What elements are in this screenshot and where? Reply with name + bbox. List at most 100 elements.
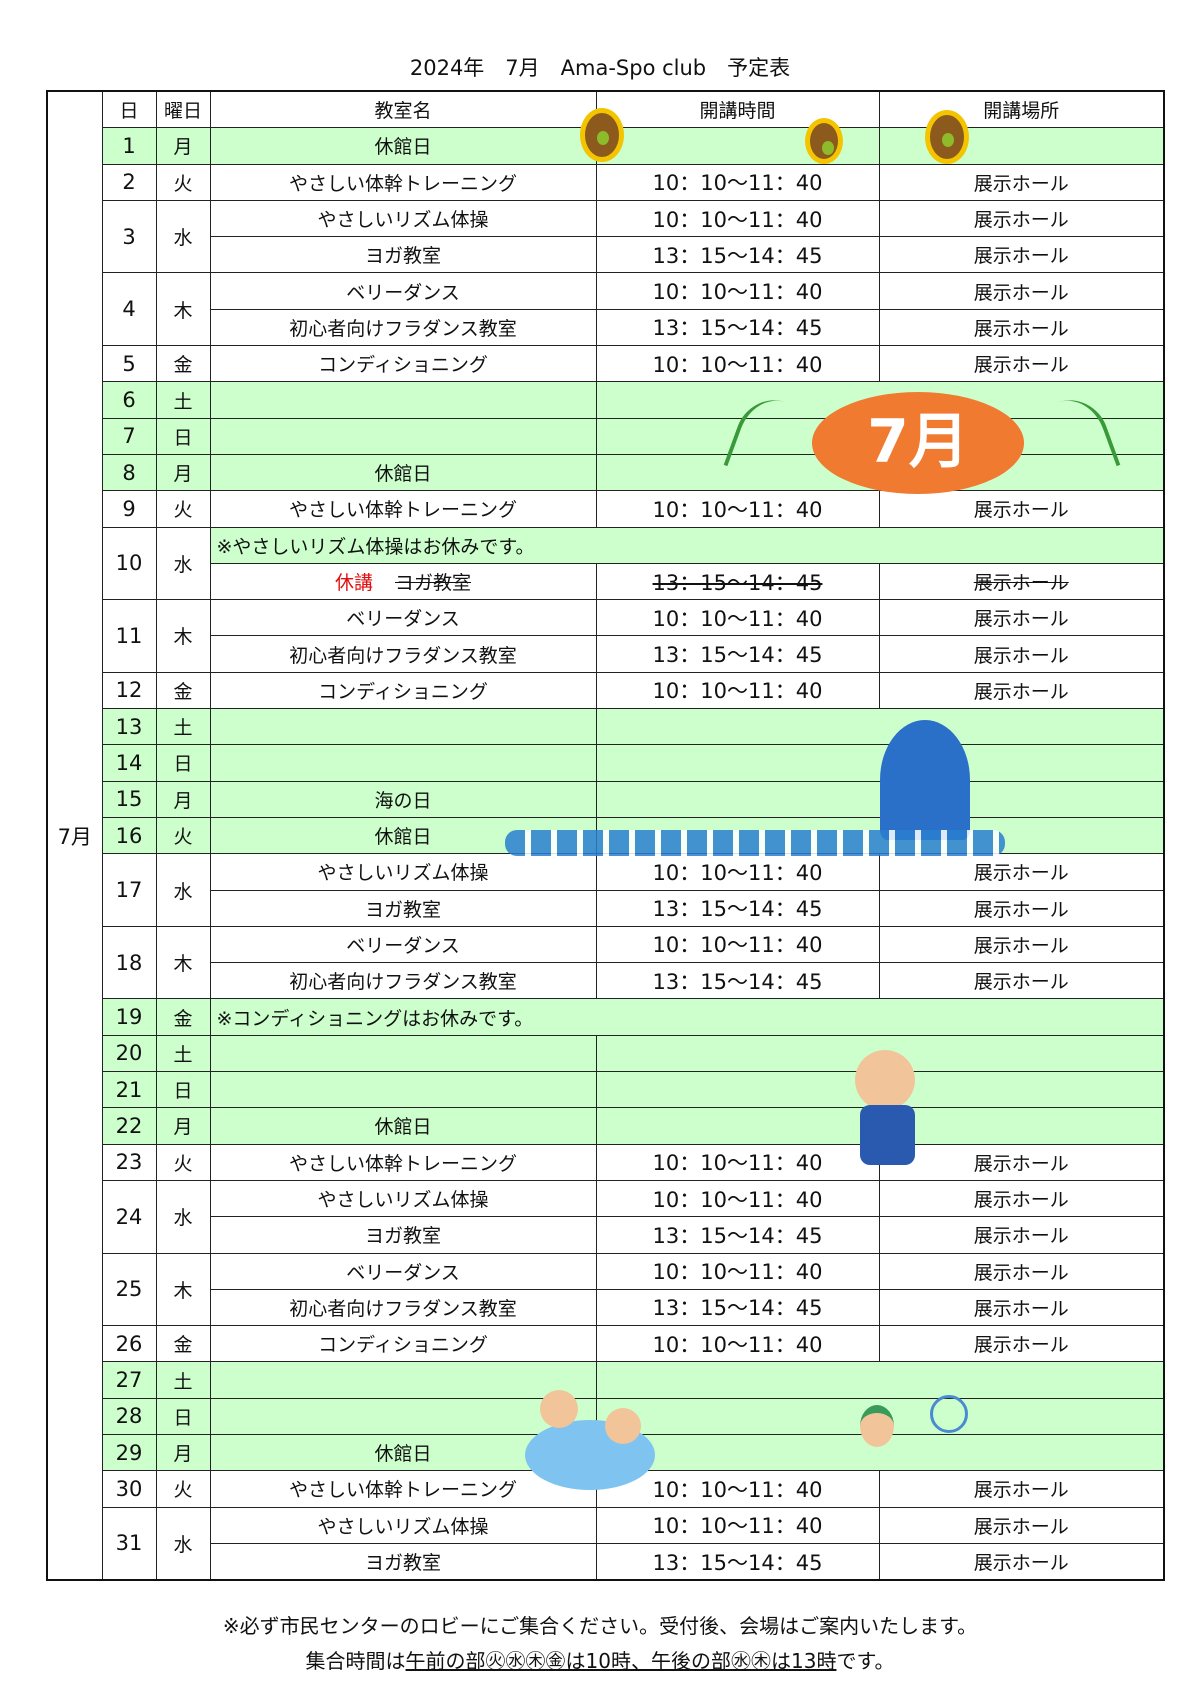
header-place: 開講場所	[878, 90, 1165, 129]
weekday-cell: 水	[155, 1506, 211, 1581]
class-name-cell: 休館日	[209, 1433, 597, 1472]
class-name-cell: ベリーダンス	[209, 272, 597, 310]
time-cell	[595, 1361, 1165, 1399]
table-row: 5 金 コンディショニング 10：10〜11：40 展示ホール	[47, 345, 1165, 383]
month-cell: 7月	[46, 90, 103, 1581]
day-cell: 19	[101, 998, 157, 1036]
weekday-cell: 火	[155, 163, 211, 201]
class-name: ヨガ教室	[364, 898, 441, 921]
class-name-cell: ベリーダンス	[209, 1252, 597, 1290]
day-cell: 2	[101, 163, 157, 201]
weekday-cell: 金	[155, 998, 211, 1036]
place-cell: 展示ホール	[878, 1325, 1165, 1363]
class-name: 休館日	[374, 136, 432, 159]
time-cell	[595, 708, 1165, 746]
table-row: 19 金 ※コンディショニングはお休みです。	[47, 998, 1165, 1036]
class-name: 休館日	[374, 826, 432, 849]
class-name-cell: ヨガ教室	[209, 1216, 597, 1254]
table-row: 14 日	[47, 744, 1165, 782]
table-row: 16 火 休館日	[47, 816, 1165, 855]
time-cell	[595, 744, 1165, 782]
class-name-cell	[209, 1361, 597, 1399]
class-name-cell: 海の日	[209, 780, 597, 818]
weekday-cell: 土	[155, 381, 211, 419]
table-row: 23 火 やさしい体幹トレーニング 10：10〜11：40 展示ホール	[47, 1143, 1165, 1181]
class-name: やさしいリズム体操	[317, 1189, 489, 1212]
table-row: 27 土	[47, 1361, 1165, 1399]
class-name: ベリーダンス	[346, 608, 460, 631]
time-cell: 10：10〜11：40	[595, 925, 880, 964]
class-name: ヨガ教室	[364, 1552, 441, 1575]
class-name: やさしい体幹トレーニング	[288, 1479, 517, 1502]
class-name-cell: やさしいリズム体操	[209, 1506, 597, 1544]
class-name: ベリーダンス	[346, 934, 460, 957]
class-name-cell: ヨガ教室	[209, 1542, 597, 1581]
day-cell: 16	[101, 816, 157, 855]
weekday-cell: 水	[155, 199, 211, 274]
place-cell: 展示ホール	[878, 272, 1165, 310]
weekday-cell: 木	[155, 925, 211, 1000]
time-cell: 13：15〜14：45	[595, 562, 880, 601]
place-cell: 展示ホール	[878, 925, 1165, 964]
header-day: 日	[101, 90, 157, 129]
class-name-cell: コンディショニング	[209, 1325, 597, 1363]
day-cell: 17	[101, 853, 157, 927]
table-row: 17 水 やさしいリズム体操 10：10〜11：40 展示ホール	[47, 853, 1165, 927]
table-row: 13 土	[47, 708, 1165, 746]
footer-text: です。	[836, 1649, 895, 1673]
class-name-cell: ベリーダンス	[209, 925, 597, 964]
weekday-cell: 火	[155, 816, 211, 855]
day-cell: 29	[101, 1433, 157, 1472]
day-cell: 23	[101, 1143, 157, 1181]
place-cell: 展示ホール	[878, 236, 1165, 274]
time-cell: 10：10〜11：40	[595, 1470, 880, 1508]
weekday-cell: 水	[155, 1179, 211, 1254]
place-cell: 展示ホール	[878, 599, 1165, 637]
header-class: 教室名	[209, 90, 597, 129]
table-row: 24 水 やさしいリズム体操 10：10〜11：40 展示ホール	[47, 1179, 1165, 1254]
weekday-cell: 金	[155, 1325, 211, 1363]
weekday-cell: 日	[155, 417, 211, 455]
time-cell: 10：10〜11：40	[595, 671, 880, 710]
footer-note-2: 集合時間は午前の部㊋㊌㊍㊎は10時、午後の部㊌㊍は13時です。	[0, 1645, 1200, 1674]
class-name: コンディショニング	[318, 354, 488, 377]
day-cell: 5	[101, 345, 157, 383]
table-row: 4 木 ベリーダンス 10：10〜11：40 展示ホール	[47, 272, 1165, 347]
table-row: 21 日	[47, 1071, 1165, 1109]
class-name: 初心者向けフラダンス教室	[289, 317, 517, 340]
day-cell: 20	[101, 1034, 157, 1073]
place-cell: 展示ホール	[878, 1143, 1165, 1181]
time-cell: 10：10〜11：40	[595, 1325, 880, 1363]
class-name: ベリーダンス	[346, 281, 460, 304]
time-cell	[595, 1433, 1165, 1472]
time-cell	[595, 381, 1165, 419]
place-cell: 展示ホール	[878, 853, 1165, 891]
class-name-cell	[209, 381, 597, 419]
class-name: 初心者向けフラダンス教室	[289, 971, 517, 994]
footer-text: 集合時間は	[305, 1649, 406, 1673]
time-cell: 10：10〜11：40	[595, 599, 880, 637]
place-cell: 展示ホール	[878, 1216, 1165, 1254]
class-name: 初心者向けフラダンス教室	[289, 644, 517, 667]
place-cell: 展示ホール	[878, 163, 1165, 201]
table-row: 初心者向けフラダンス教室 13：15〜14：45 展示ホール	[47, 1288, 1165, 1327]
time-cell	[595, 816, 1165, 855]
day-cell: 21	[101, 1071, 157, 1109]
weekday-cell: 木	[155, 599, 211, 673]
table-row: 28 日	[47, 1397, 1165, 1435]
class-name-cell: 初心者向けフラダンス教室	[209, 308, 597, 347]
time-cell: 10：10〜11：40	[595, 1252, 880, 1290]
weekday-cell: 日	[155, 1397, 211, 1435]
page-title: 2024年 7月 Ama-Spo club 予定表	[409, 56, 791, 80]
class-name: 休館日	[374, 463, 432, 486]
class-name-cell	[209, 417, 597, 455]
class-name: コンディショニング	[318, 1334, 488, 1357]
day-cell: 18	[101, 925, 157, 1000]
table-row: 29 月 休館日	[47, 1433, 1165, 1472]
time-cell: 10：10〜11：40	[595, 1143, 880, 1181]
day-cell: 30	[101, 1470, 157, 1508]
time-cell	[595, 1107, 1165, 1145]
weekday-cell: 日	[155, 744, 211, 782]
